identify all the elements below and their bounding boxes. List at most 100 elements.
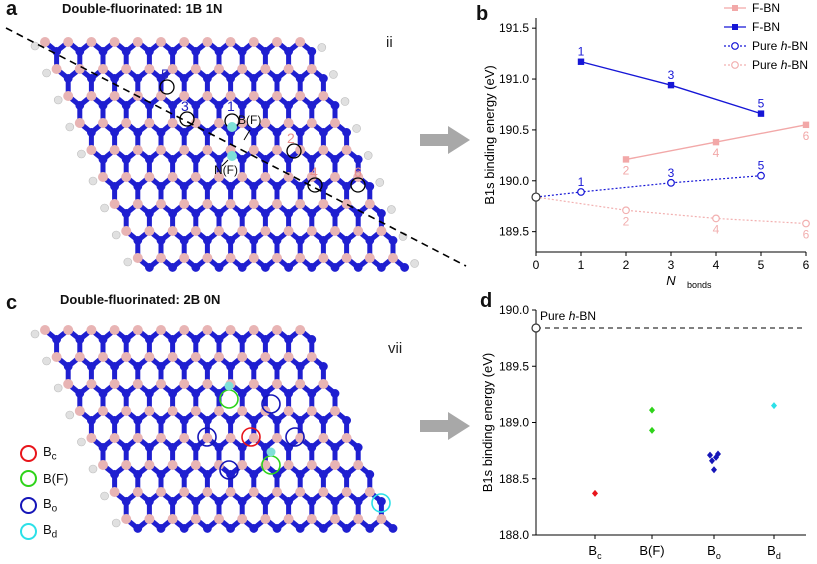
nitrogen-atom: [284, 101, 293, 110]
boron-atom: [364, 253, 375, 263]
nitrogen-atom: [272, 128, 282, 137]
boron-atom: [144, 118, 155, 128]
nitrogen-atom: [237, 389, 247, 398]
nitrogen-atom: [249, 362, 259, 371]
boron-atom: [260, 226, 271, 236]
nitrogen-atom: [319, 362, 328, 371]
boron-atom: [121, 64, 132, 74]
nitrogen-atom: [295, 416, 305, 425]
boron-atom: [156, 199, 166, 209]
lattice-a-group: [5, 27, 467, 272]
nitrogen-atom: [191, 209, 201, 218]
boron-atom: [190, 172, 201, 182]
nitrogen-atom: [353, 155, 363, 164]
point-label: 4: [713, 146, 720, 160]
boron-atom: [167, 172, 178, 182]
boron-atom: [202, 325, 213, 335]
nitrogen-atom: [121, 389, 131, 398]
nitrogen-atom: [110, 362, 119, 371]
category-label: Bo: [707, 543, 721, 561]
boron-atom: [318, 253, 329, 263]
legend-item: B(F): [20, 470, 68, 490]
boron-atom: [295, 325, 306, 335]
boron-atom: [248, 487, 259, 497]
nitrogen-atom: [214, 209, 224, 218]
fluorine-atom: [266, 447, 276, 457]
data-point: [771, 402, 777, 410]
boron-atom: [121, 172, 132, 182]
boron-atom: [109, 433, 120, 443]
y-axis-label: B1s binding energy (eV): [480, 353, 495, 492]
boron-atom: [86, 145, 97, 155]
boron-atom: [283, 64, 294, 74]
nitrogen-atom: [249, 128, 259, 137]
boron-atom: [109, 91, 120, 101]
boron-atom: [214, 118, 224, 128]
nitrogen-atom: [249, 416, 259, 425]
nitrogen-atom: [156, 470, 166, 479]
legend-label: Bc: [43, 444, 57, 463]
nitrogen-atom: [226, 524, 236, 533]
nitrogen-atom: [133, 470, 143, 479]
site-circle: [241, 427, 261, 447]
boron-atom: [86, 433, 97, 443]
bf-label: B(F): [238, 113, 262, 127]
boron-atom: [306, 226, 317, 236]
boron-atom: [109, 487, 120, 497]
boron-atom: [260, 64, 271, 74]
nitrogen-atom: [145, 47, 154, 56]
boron-atom: [318, 433, 329, 443]
nitrogen-atom: [110, 74, 119, 83]
boron-atom: [202, 145, 213, 155]
legend-label: Bd: [43, 522, 58, 541]
y-tick-label: 190.5: [499, 123, 529, 137]
boron-atom: [132, 199, 143, 209]
boron-atom: [214, 460, 224, 470]
site-circle: [219, 460, 239, 480]
boron-atom: [74, 64, 85, 74]
boron-atom: [330, 118, 340, 128]
boron-atom: [248, 37, 259, 47]
category-label: Bd: [767, 543, 781, 561]
boron-atom: [283, 460, 294, 470]
nitrogen-atom: [249, 182, 259, 191]
hydrogen-atom: [123, 257, 133, 267]
nitrogen-atom: [75, 47, 85, 56]
origin-point: [531, 192, 541, 202]
boron-atom: [144, 64, 155, 74]
boron-atom: [121, 118, 132, 128]
boron-atom: [272, 145, 282, 155]
boron-atom: [40, 37, 50, 47]
boron-atom: [167, 352, 178, 362]
site-circle: [285, 427, 305, 447]
boron-atom: [132, 145, 143, 155]
boron-atom: [167, 460, 178, 470]
nitrogen-atom: [284, 209, 293, 218]
boron-atom: [248, 379, 259, 389]
boron-atom: [109, 379, 120, 389]
nitrogen-atom: [133, 128, 143, 137]
nitrogen-atom: [249, 74, 259, 83]
boron-atom: [202, 379, 213, 389]
legend-item: Bo: [20, 496, 57, 516]
boron-atom: [248, 433, 259, 443]
nitrogen-atom: [98, 155, 108, 164]
nitrogen-atom: [226, 182, 236, 191]
panel-label-a: a: [6, 0, 18, 20]
boron-atom: [40, 325, 50, 335]
nitrogen-atom: [87, 74, 96, 83]
dashed-cut-line: [5, 27, 467, 267]
boron-atom: [237, 406, 248, 416]
hydrogen-atom: [88, 464, 98, 474]
nitrogen-atom: [284, 47, 293, 56]
boron-atom: [248, 145, 259, 155]
nitrogen-atom: [87, 362, 96, 371]
boron-atom: [225, 487, 236, 497]
nitrogen-atom: [145, 335, 154, 344]
nitrogen-atom: [400, 263, 409, 272]
site-label-5: 5: [161, 66, 169, 82]
nitrogen-atom: [214, 497, 224, 506]
legend-label: Pure h-BN: [752, 39, 808, 53]
nitrogen-atom: [191, 263, 201, 272]
